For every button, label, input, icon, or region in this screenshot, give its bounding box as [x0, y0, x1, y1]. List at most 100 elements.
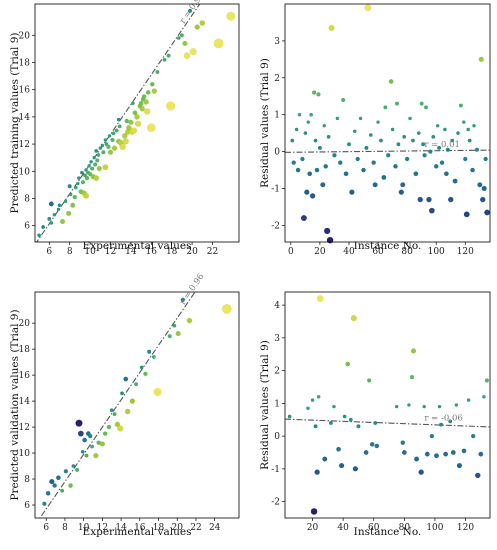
data-point: [82, 437, 87, 443]
data-point: [139, 365, 144, 370]
data-point: [316, 92, 321, 97]
data-point: [138, 100, 144, 106]
data-point: [37, 233, 41, 238]
data-point: [134, 382, 139, 387]
y-tick-label: 0: [274, 432, 280, 442]
y-tick-label: 16: [19, 86, 31, 96]
data-point: [394, 404, 399, 409]
data-point: [426, 196, 432, 203]
data-point: [95, 158, 100, 163]
data-point: [126, 125, 132, 131]
chart-panel-2: r = 0.01 0 20 40 60 80 100 120 -2 -1 0 1 2 3 Instance …: [259, 3, 491, 257]
data-point: [306, 406, 310, 411]
data-point: [348, 417, 353, 422]
x-tick-label: 20: [307, 523, 319, 533]
data-point: [162, 57, 167, 62]
data-point: [402, 134, 407, 139]
data-point: [68, 483, 73, 488]
data-point: [437, 404, 442, 409]
data-point: [398, 189, 405, 195]
data-point: [424, 105, 429, 110]
data-point: [186, 317, 193, 324]
x-tick-label: 60: [372, 247, 384, 257]
data-point: [87, 164, 91, 168]
y-tick-label: -1: [271, 465, 280, 475]
chart-panel-1: r = 0.976 8 10 12 14 16 18 20 2268101214161820Ex…: [9, 0, 240, 257]
data-point: [462, 120, 466, 124]
data-point: [194, 24, 200, 30]
data-point: [221, 304, 232, 314]
data-point: [313, 138, 318, 143]
data-point: [452, 178, 458, 184]
data-point: [109, 408, 114, 413]
y-tick-label: 6: [24, 501, 30, 511]
x-tick-label: 8: [67, 247, 73, 257]
data-point: [466, 127, 471, 132]
data-point: [129, 398, 135, 404]
data-point: [448, 419, 453, 424]
data-point: [484, 209, 491, 216]
data-point: [349, 189, 355, 195]
data-point: [400, 440, 406, 445]
data-point: [77, 176, 81, 180]
data-point: [167, 334, 172, 339]
x-tick-label: 8: [62, 523, 68, 533]
data-point: [458, 103, 463, 108]
data-point: [410, 138, 415, 143]
data-point: [123, 376, 129, 382]
axes-frame: [34, 291, 240, 519]
data-point: [428, 149, 433, 154]
data-point: [107, 134, 112, 138]
data-point: [306, 120, 311, 124]
data-point: [93, 452, 99, 459]
data-point: [57, 203, 62, 208]
chart-panel-4: r = -0.06 20 40 60 80 100 120 -2 -1 0 1 2 3 4 Instance…: [259, 291, 491, 538]
data-point: [187, 8, 193, 13]
data-point: [90, 166, 95, 171]
x-tick-label: 120: [457, 247, 474, 257]
data-point: [338, 462, 345, 469]
data-point: [49, 221, 54, 225]
y-axis-label: Predicted validation values (Trial 9): [9, 309, 21, 500]
data-point: [73, 185, 78, 190]
data-point: [404, 156, 410, 162]
data-point: [422, 153, 427, 158]
data-point: [367, 378, 372, 383]
data-point: [364, 145, 369, 150]
data-point: [68, 192, 73, 197]
data-point: [66, 210, 72, 217]
data-point: [343, 171, 349, 177]
x-tick-label: 80: [399, 523, 411, 533]
y-tick-label: 2: [274, 74, 280, 84]
data-point: [114, 128, 119, 133]
y-tick-label: 8: [24, 194, 30, 204]
data-point: [155, 69, 160, 75]
axes-frame: [34, 3, 240, 243]
data-point: [424, 451, 430, 457]
data-point: [482, 394, 486, 399]
data-point: [378, 138, 383, 143]
data-point: [450, 138, 455, 143]
data-point: [63, 469, 69, 474]
data-point: [103, 138, 108, 142]
data-point: [72, 194, 78, 200]
data-point: [383, 105, 388, 110]
data-point: [101, 150, 106, 155]
x-axis-label: Instance No.: [354, 240, 422, 252]
data-point: [456, 131, 460, 136]
data-point: [183, 52, 191, 59]
data-point: [106, 144, 111, 149]
data-point: [417, 196, 424, 203]
data-point: [92, 155, 96, 160]
data-point: [42, 501, 47, 506]
x-tick-label: 0: [288, 247, 294, 257]
data-point: [416, 131, 421, 136]
y-tick-label: -1: [271, 184, 280, 194]
data-point: [172, 323, 177, 328]
y-tick-label: 1: [274, 111, 280, 121]
data-point: [75, 467, 80, 472]
data-point: [96, 153, 101, 157]
data-point: [112, 412, 117, 417]
data-point: [303, 131, 308, 136]
data-point: [143, 108, 151, 115]
